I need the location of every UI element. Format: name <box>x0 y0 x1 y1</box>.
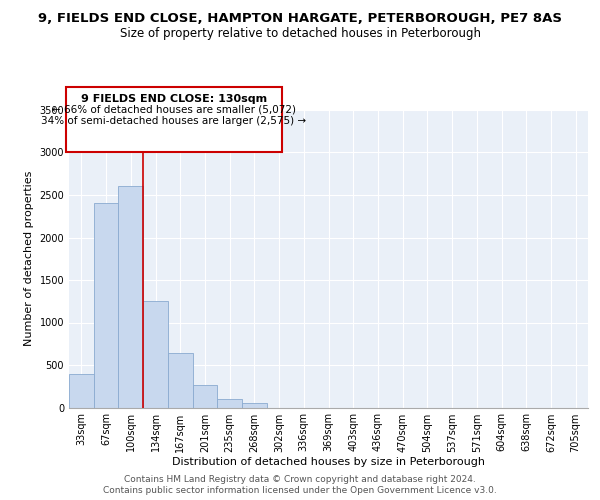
Text: Size of property relative to detached houses in Peterborough: Size of property relative to detached ho… <box>119 28 481 40</box>
Text: ← 66% of detached houses are smaller (5,072): ← 66% of detached houses are smaller (5,… <box>52 105 296 115</box>
Text: Contains public sector information licensed under the Open Government Licence v3: Contains public sector information licen… <box>103 486 497 495</box>
Bar <box>118 186 143 408</box>
Bar <box>168 353 193 408</box>
X-axis label: Distribution of detached houses by size in Peterborough: Distribution of detached houses by size … <box>172 458 485 468</box>
Bar <box>217 399 242 407</box>
Bar <box>193 385 217 407</box>
Bar <box>69 374 94 408</box>
Y-axis label: Number of detached properties: Number of detached properties <box>24 171 34 346</box>
Text: Contains HM Land Registry data © Crown copyright and database right 2024.: Contains HM Land Registry data © Crown c… <box>124 475 476 484</box>
Bar <box>94 204 118 408</box>
Text: 34% of semi-detached houses are larger (2,575) →: 34% of semi-detached houses are larger (… <box>41 116 307 126</box>
Text: 9 FIELDS END CLOSE: 130sqm: 9 FIELDS END CLOSE: 130sqm <box>81 94 267 104</box>
Text: 9, FIELDS END CLOSE, HAMPTON HARGATE, PETERBOROUGH, PE7 8AS: 9, FIELDS END CLOSE, HAMPTON HARGATE, PE… <box>38 12 562 26</box>
Bar <box>242 403 267 407</box>
Bar <box>143 301 168 408</box>
